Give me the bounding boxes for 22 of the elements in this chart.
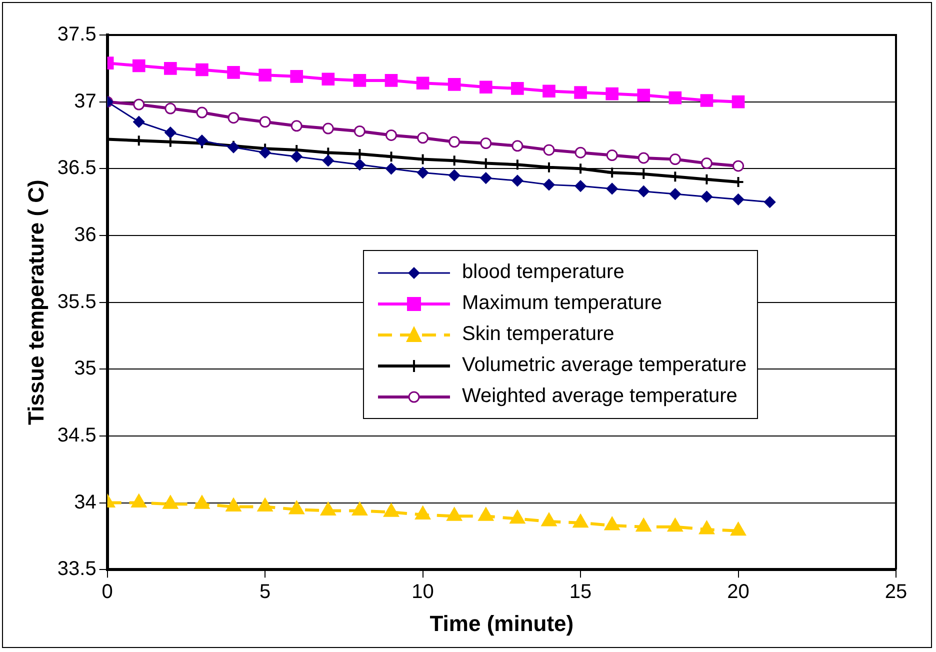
legend-label: Skin temperature bbox=[462, 323, 614, 346]
legend-label: Weighted average temperature bbox=[462, 385, 738, 408]
y-tick-label: 34 bbox=[74, 491, 96, 514]
y-tick-label: 36 bbox=[74, 224, 96, 246]
x-tick-label: 10 bbox=[412, 581, 434, 604]
x-tick-label: 5 bbox=[260, 581, 271, 604]
legend-label: Volumetric average temperature bbox=[462, 354, 747, 377]
x-tick-label: 15 bbox=[569, 581, 592, 604]
y-tick-label: 37 bbox=[74, 90, 96, 112]
x-tick-label: 0 bbox=[102, 581, 113, 604]
y-tick-label: 36.5 bbox=[57, 157, 96, 180]
legend-label: Maximum temperature bbox=[462, 292, 662, 315]
x-tick-label: 20 bbox=[727, 581, 750, 604]
y-tick-label: 35 bbox=[74, 358, 96, 380]
y-axis-title: Tissue temperature ( C) bbox=[23, 180, 48, 425]
legend-label: blood temperature bbox=[462, 261, 624, 284]
y-tick-label: 37.5 bbox=[57, 24, 96, 46]
x-axis-title: Time (minute) bbox=[430, 610, 574, 636]
x-tick-label: 25 bbox=[884, 581, 908, 604]
y-tick-label: 34.5 bbox=[57, 424, 96, 446]
y-tick-label: 35.5 bbox=[57, 290, 96, 313]
y-tick-label: 33.5 bbox=[57, 558, 96, 580]
